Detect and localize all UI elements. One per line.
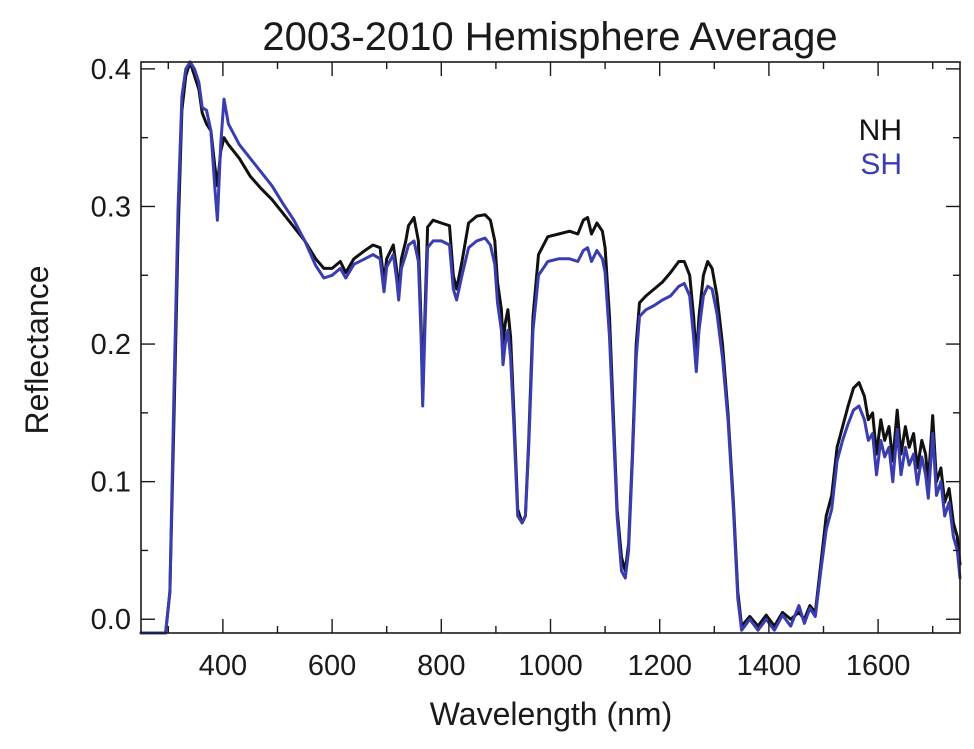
x-tick-label-600: 600 (308, 650, 356, 682)
y-tick-label-0.0: 0.0 (91, 604, 131, 636)
series-line-sh (139, 60, 962, 635)
x-tick-label-1400: 1400 (737, 650, 802, 682)
series-line-nh (139, 60, 962, 635)
x-tick-label-1200: 1200 (627, 650, 692, 682)
x-tick-label-400: 400 (199, 650, 247, 682)
y-axis-label: Reflectance (19, 266, 55, 435)
y-tick-label-0.3: 0.3 (91, 191, 131, 223)
x-tick-label-1000: 1000 (518, 650, 583, 682)
legend-entry-sh: SH (860, 148, 902, 181)
series-layer (139, 60, 962, 635)
y-tick-label-0.2: 0.2 (91, 329, 131, 361)
x-tick-label-1600: 1600 (846, 650, 911, 682)
x-tick-label-800: 800 (417, 650, 465, 682)
x-axis-label: Wavelength (nm) (430, 696, 672, 732)
legend-entry-nh: NH (859, 114, 902, 147)
y-tick-label-0.1: 0.1 (91, 467, 131, 499)
y-tick-label-0.4: 0.4 (91, 54, 131, 86)
chart-title: 2003-2010 Hemisphere Average (262, 15, 837, 59)
plot-frame (140, 61, 961, 634)
ticks-layer: 400 600 800 1000 1200 1400 1600 0.0 0.1 0.2 0.3 0.4 (91, 54, 960, 682)
